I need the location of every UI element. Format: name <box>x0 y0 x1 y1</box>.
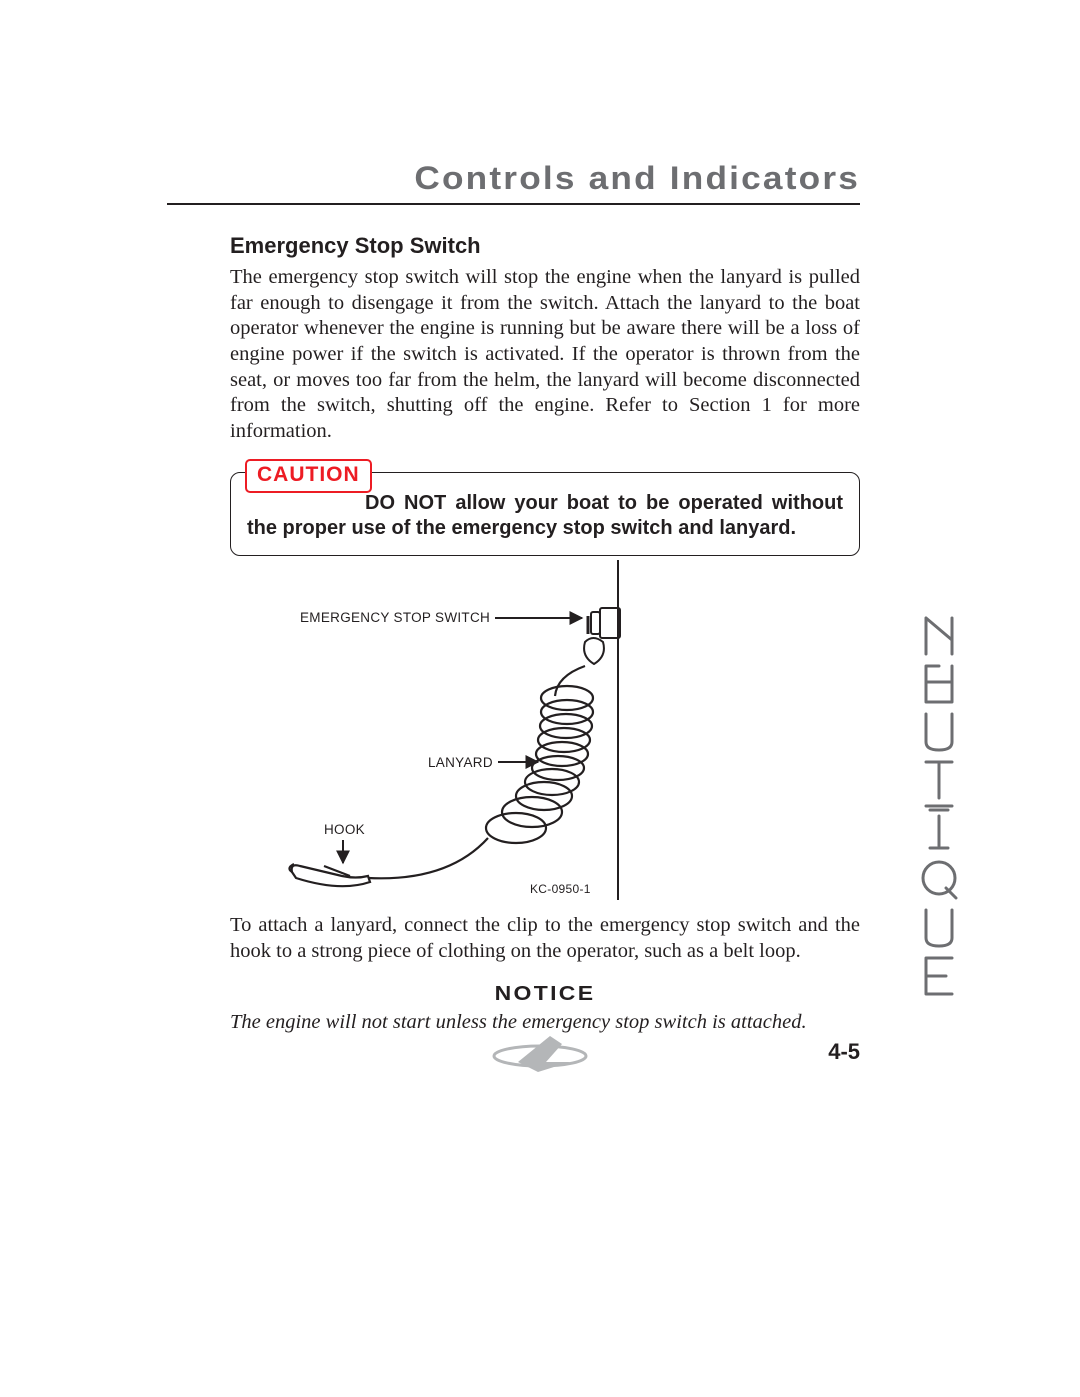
lanyard-figure: EMERGENCY STOP SWITCH LANYARD HOOK KC-09… <box>230 560 860 905</box>
figure-label-switch: EMERGENCY STOP SWITCH <box>300 610 490 625</box>
figure-label-lanyard: LANYARD <box>428 755 493 770</box>
side-brand-nautique <box>912 610 968 1010</box>
figure-ref: KC-0950-1 <box>530 882 591 896</box>
caution-text-content: DO NOT allow your boat to be operated wi… <box>247 492 843 539</box>
caution-text: DO NOT allow your boat to be operated wi… <box>247 491 843 541</box>
caution-callout: CAUTION DO NOT allow your boat to be ope… <box>230 472 860 556</box>
intro-paragraph: The emergency stop switch will stop the … <box>230 265 860 444</box>
manual-page: Controls and Indicators Emergency Stop S… <box>0 0 1080 1397</box>
figure-label-hook: HOOK <box>324 822 365 837</box>
chapter-title: Controls and Indicators <box>167 160 860 205</box>
footer-logo-icon <box>0 1032 1080 1079</box>
caution-label: CAUTION <box>245 459 372 493</box>
attach-paragraph: To attach a lanyard, connect the clip to… <box>230 913 860 964</box>
section-heading: Emergency Stop Switch <box>230 233 860 259</box>
notice-heading: NOTICE <box>183 983 908 1006</box>
